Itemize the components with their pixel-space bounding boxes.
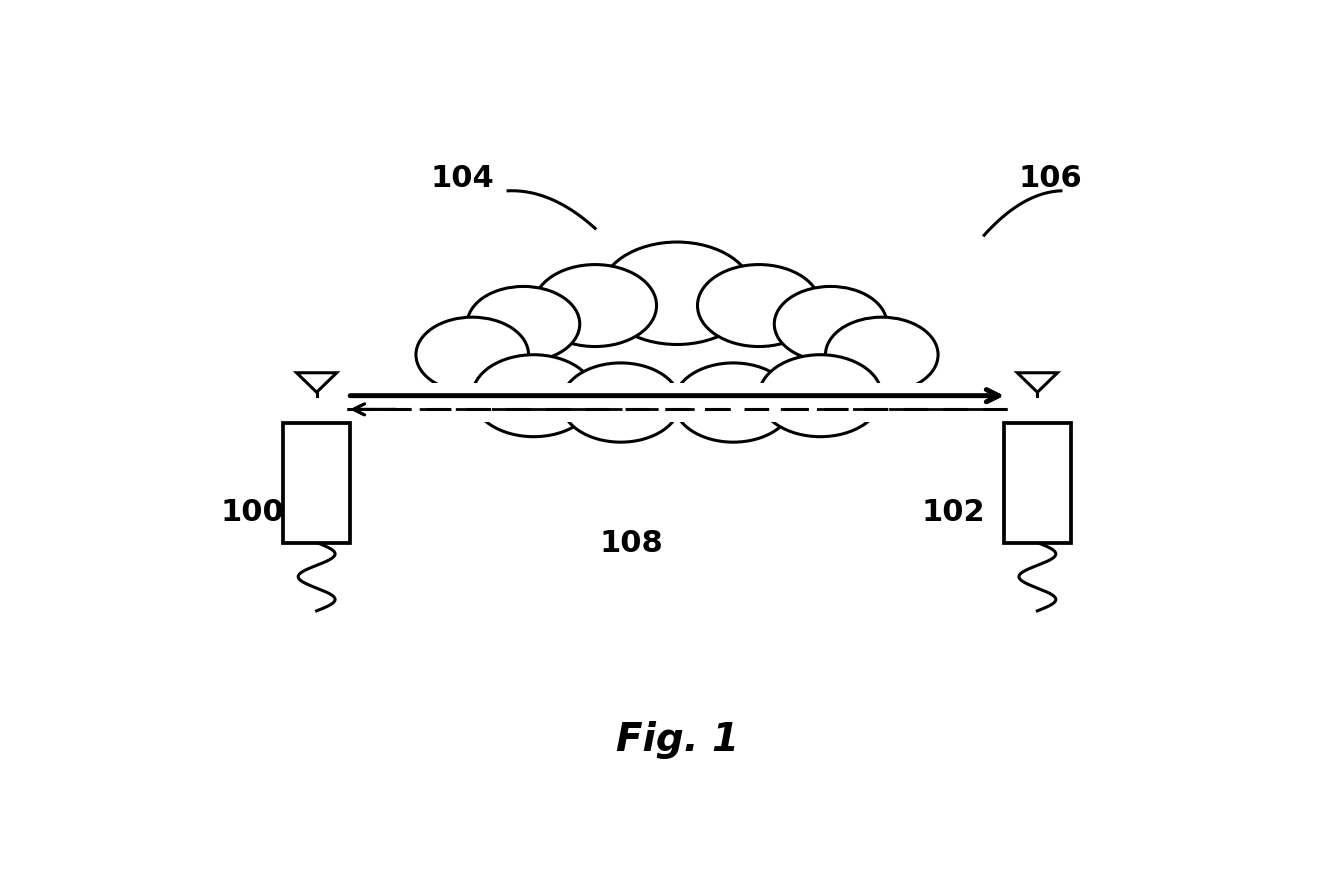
Text: 102: 102 bbox=[922, 498, 985, 526]
Circle shape bbox=[697, 265, 820, 347]
Circle shape bbox=[758, 355, 882, 437]
Circle shape bbox=[826, 318, 938, 392]
Text: 104: 104 bbox=[431, 164, 494, 192]
Circle shape bbox=[544, 260, 810, 437]
Circle shape bbox=[473, 280, 678, 416]
Circle shape bbox=[676, 280, 882, 416]
Circle shape bbox=[674, 363, 793, 443]
Circle shape bbox=[826, 318, 938, 392]
Circle shape bbox=[575, 315, 779, 451]
Circle shape bbox=[468, 287, 580, 362]
Circle shape bbox=[600, 243, 754, 345]
Circle shape bbox=[758, 355, 882, 437]
Circle shape bbox=[472, 355, 594, 437]
Circle shape bbox=[416, 318, 528, 392]
Text: 100: 100 bbox=[221, 498, 284, 526]
Circle shape bbox=[600, 243, 754, 345]
Circle shape bbox=[468, 287, 580, 362]
Circle shape bbox=[561, 363, 680, 443]
Circle shape bbox=[774, 287, 886, 362]
Circle shape bbox=[674, 363, 793, 443]
Bar bbox=[284, 424, 350, 543]
Text: Fig. 1: Fig. 1 bbox=[616, 720, 738, 758]
Circle shape bbox=[416, 318, 528, 392]
Bar bbox=[1004, 424, 1070, 543]
Polygon shape bbox=[297, 373, 337, 392]
Text: 106: 106 bbox=[1018, 164, 1083, 192]
Polygon shape bbox=[1017, 373, 1057, 392]
Circle shape bbox=[534, 265, 657, 347]
Circle shape bbox=[534, 265, 657, 347]
Circle shape bbox=[472, 355, 594, 437]
Circle shape bbox=[774, 287, 886, 362]
Text: 108: 108 bbox=[598, 528, 663, 557]
Circle shape bbox=[561, 363, 680, 443]
Circle shape bbox=[697, 265, 820, 347]
Bar bbox=[337, 384, 1017, 423]
